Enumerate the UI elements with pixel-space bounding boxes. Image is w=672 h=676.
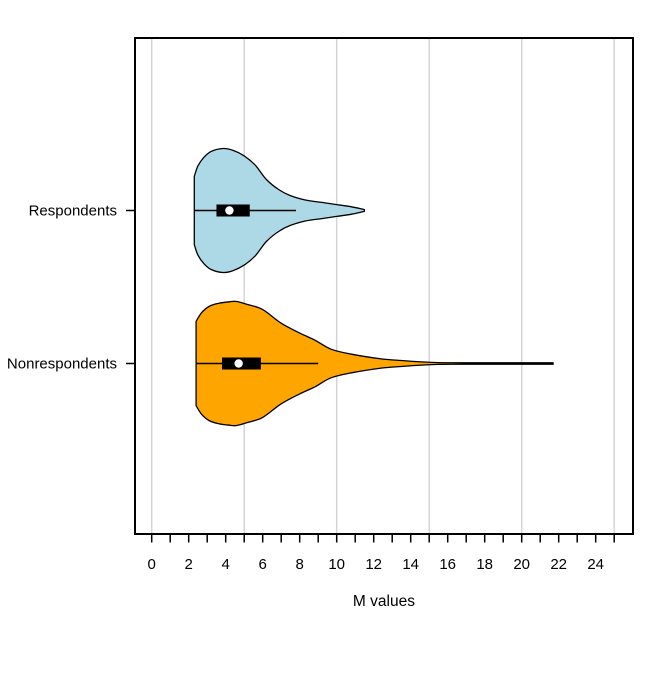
x-tick-label: 22 (550, 556, 567, 573)
x-tick-label: 6 (259, 556, 267, 573)
x-tick-label: 12 (365, 556, 382, 573)
median-dot-respondents (225, 206, 234, 215)
x-tick-label: 4 (222, 556, 230, 573)
plot-frame (134, 37, 634, 535)
x-tick-label: 20 (513, 556, 530, 573)
x-tick-label: 16 (439, 556, 456, 573)
x-tick-label: 18 (476, 556, 493, 573)
x-tick-label: 2 (185, 556, 193, 573)
x-tick-label: 10 (328, 556, 345, 573)
x-axis-title: M values (353, 593, 415, 610)
category-label: Nonrespondents (7, 356, 117, 373)
category-label: Respondents (29, 203, 117, 220)
violin-nonrespondents (195, 300, 554, 427)
x-tick-label: 8 (296, 556, 304, 573)
x-tick-label: 0 (148, 556, 156, 573)
x-tick-label: 14 (402, 556, 419, 573)
x-tick-label: 24 (587, 556, 604, 573)
median-dot-nonrespondents (234, 359, 243, 368)
